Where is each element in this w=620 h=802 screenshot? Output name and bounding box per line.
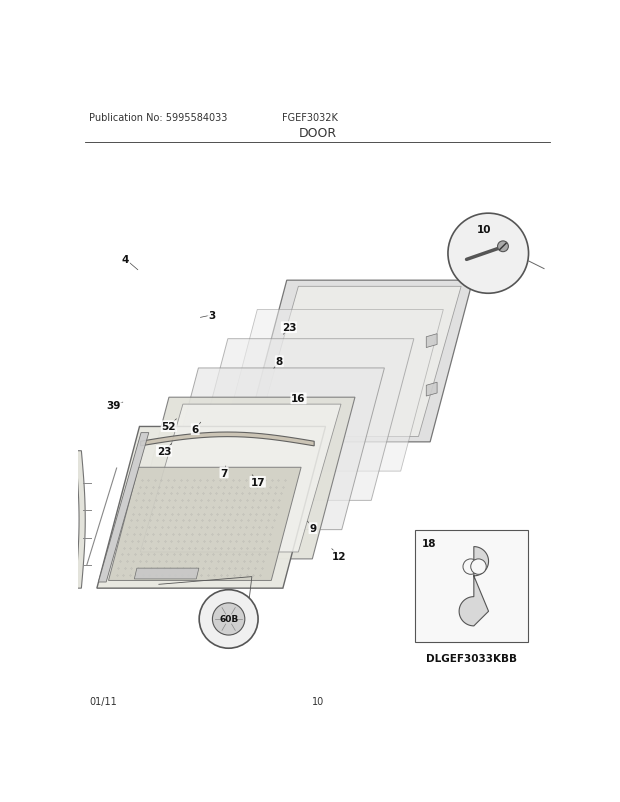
- Text: 10: 10: [477, 225, 492, 234]
- Circle shape: [471, 559, 486, 574]
- Text: 3: 3: [208, 310, 216, 321]
- Text: 6: 6: [192, 425, 199, 435]
- Text: 18: 18: [422, 538, 436, 549]
- Polygon shape: [244, 281, 472, 443]
- Polygon shape: [427, 383, 437, 396]
- Polygon shape: [255, 287, 461, 437]
- Polygon shape: [215, 310, 443, 472]
- Text: 23: 23: [157, 447, 171, 456]
- Text: 12: 12: [332, 551, 347, 561]
- Text: 52: 52: [162, 422, 176, 431]
- Text: Publication No: 5995584033: Publication No: 5995584033: [89, 113, 228, 124]
- Text: 60B: 60B: [219, 614, 238, 624]
- Polygon shape: [97, 427, 326, 589]
- Text: 8: 8: [276, 357, 283, 367]
- Text: eReplacementParts.com: eReplacementParts.com: [254, 415, 381, 424]
- Polygon shape: [75, 452, 86, 589]
- Text: 23: 23: [281, 323, 296, 333]
- Text: DOOR: DOOR: [299, 127, 337, 140]
- Circle shape: [463, 559, 479, 574]
- Polygon shape: [156, 368, 384, 530]
- Polygon shape: [108, 468, 301, 581]
- Circle shape: [213, 603, 245, 635]
- Circle shape: [448, 214, 528, 294]
- Text: 01/11: 01/11: [89, 696, 117, 706]
- Text: DLGEF3033KBB: DLGEF3033KBB: [426, 653, 517, 663]
- Text: 16: 16: [291, 394, 306, 404]
- Polygon shape: [141, 432, 314, 446]
- FancyBboxPatch shape: [415, 531, 528, 642]
- Polygon shape: [99, 433, 149, 582]
- Polygon shape: [185, 339, 414, 500]
- Polygon shape: [427, 334, 437, 348]
- Text: 9: 9: [309, 524, 316, 533]
- Circle shape: [497, 241, 508, 253]
- Polygon shape: [459, 547, 489, 626]
- Text: 10: 10: [312, 696, 324, 706]
- Text: 4: 4: [122, 255, 129, 265]
- Text: 39: 39: [107, 400, 121, 410]
- Text: 17: 17: [250, 477, 265, 487]
- Text: FGEF3032K: FGEF3032K: [282, 113, 338, 124]
- Polygon shape: [135, 569, 199, 579]
- Polygon shape: [140, 405, 341, 553]
- Text: 7: 7: [220, 468, 228, 478]
- Circle shape: [199, 590, 258, 648]
- Polygon shape: [126, 398, 355, 559]
